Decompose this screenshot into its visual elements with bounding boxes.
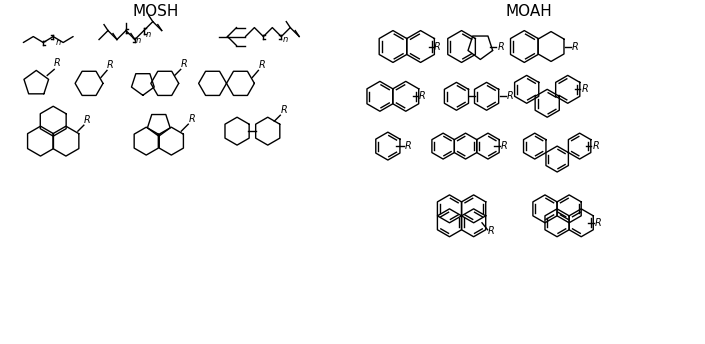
Text: R: R [507, 91, 513, 101]
Text: R: R [434, 42, 441, 52]
Text: R: R [419, 91, 426, 101]
Text: R: R [595, 218, 602, 228]
Text: R: R [582, 84, 589, 94]
Text: R: R [54, 58, 61, 68]
Text: R: R [572, 42, 579, 52]
Text: R: R [180, 60, 188, 69]
Text: MOAH: MOAH [506, 4, 553, 19]
Text: R: R [501, 141, 508, 151]
Text: n: n [146, 30, 151, 39]
Text: R: R [592, 141, 599, 151]
Text: R: R [281, 105, 287, 115]
Text: R: R [405, 141, 412, 151]
Text: n: n [55, 37, 61, 46]
Text: R: R [107, 61, 114, 71]
Text: R: R [84, 115, 90, 125]
Text: MOSH: MOSH [133, 4, 179, 19]
Text: n: n [282, 34, 288, 44]
Text: n: n [136, 35, 141, 45]
Text: R: R [497, 42, 504, 52]
Text: R: R [188, 114, 195, 124]
Text: R: R [488, 226, 494, 236]
Text: R: R [258, 61, 265, 71]
